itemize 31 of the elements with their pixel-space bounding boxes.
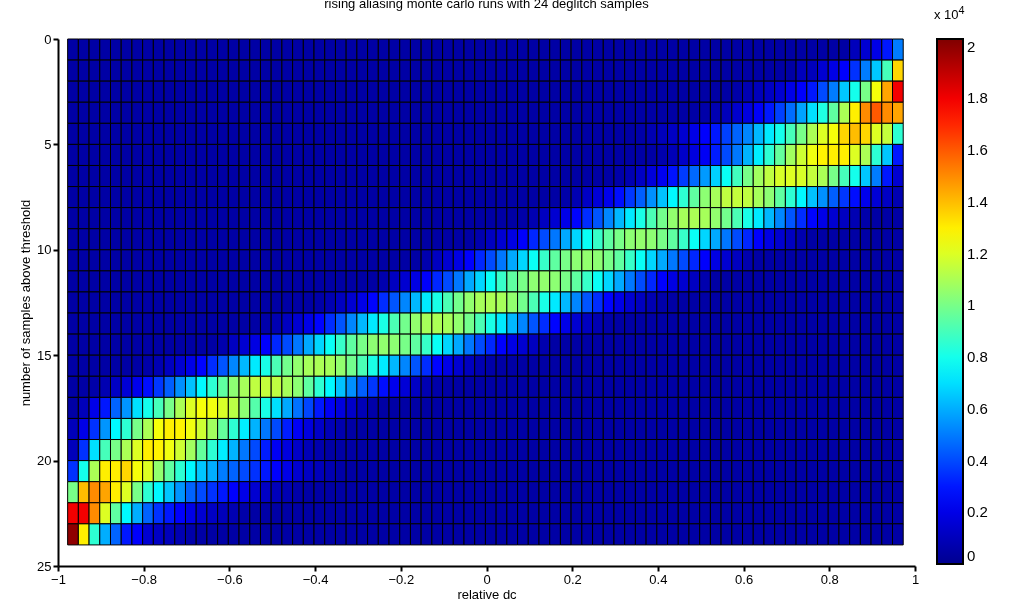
- x-axis-title: relative dc: [457, 586, 518, 602]
- y-tick-label: 5: [44, 136, 52, 152]
- x-tick-label: −0.8: [131, 571, 158, 587]
- color-bar-label: 0.2: [967, 503, 988, 521]
- y-tick-label: 15: [37, 347, 52, 363]
- color-bar-label: 1.4: [967, 192, 988, 210]
- x-tick-label: 0.4: [649, 571, 668, 587]
- y-tick-label: 0: [44, 31, 52, 47]
- x-tick-label: 0.2: [563, 571, 582, 587]
- x-tick-label: −0.4: [302, 571, 329, 587]
- x-tick-label: −0.2: [388, 571, 415, 587]
- color-bar-label: 1: [967, 296, 976, 314]
- color-bar-label: 0: [967, 547, 976, 564]
- x-tick-label: 1: [911, 571, 920, 587]
- y-axis-title: number of samples above threshold: [18, 199, 34, 407]
- color-bar-label: 0.8: [967, 348, 988, 366]
- y-tick-label: 25: [37, 558, 52, 574]
- color-bar-label: 0.4: [967, 451, 988, 469]
- color-bar-label: 1.8: [967, 89, 988, 107]
- x-tick-label: 0.8: [820, 571, 839, 587]
- color-bar-label: 2: [967, 37, 976, 55]
- x-tick-label: 0: [483, 571, 491, 587]
- color-bar-label: 0.6: [967, 399, 988, 417]
- x-tick-label: −1: [51, 571, 66, 587]
- color-bar-label: 1.6: [967, 141, 988, 159]
- y-tick-label: 20: [37, 453, 52, 469]
- color-bar-label: 1.2: [967, 244, 988, 262]
- color-bar-title: x 10$^{4}$: [934, 4, 965, 23]
- x-tick-label: −0.6: [217, 571, 243, 587]
- x-tick-label: 0.6: [735, 571, 754, 587]
- y-tick-label: 10: [37, 242, 52, 258]
